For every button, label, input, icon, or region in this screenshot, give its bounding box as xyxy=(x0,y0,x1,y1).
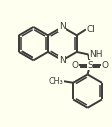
Text: CH₃: CH₃ xyxy=(48,77,63,86)
Text: Cl: Cl xyxy=(86,25,95,34)
Text: O: O xyxy=(101,61,108,70)
Text: NH: NH xyxy=(88,50,102,59)
Text: N: N xyxy=(58,22,65,31)
Text: O: O xyxy=(71,61,78,70)
Text: N: N xyxy=(58,56,65,65)
Text: S: S xyxy=(86,61,92,70)
